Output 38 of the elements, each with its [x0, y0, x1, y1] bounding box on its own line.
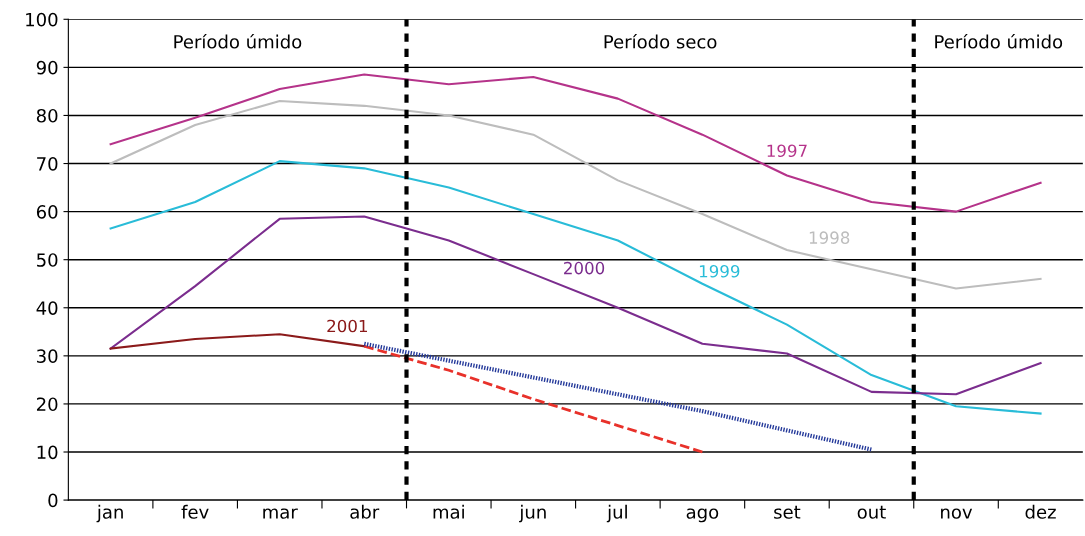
x-tick-label: ago — [686, 508, 719, 523]
x-tick-label: jan — [96, 504, 123, 523]
y-tick-label: 70 — [37, 156, 58, 171]
x-tick-label: out — [857, 505, 886, 519]
series-label: 1999 — [699, 264, 740, 278]
y-tick-label: 40 — [36, 301, 58, 315]
line-series — [109, 333, 366, 350]
annotation: Período seco — [604, 33, 717, 49]
line-series — [362, 344, 704, 454]
x-tick-label: set — [774, 505, 801, 519]
x-tick-label: jun — [519, 504, 546, 523]
y-tick-label: 10 — [37, 445, 58, 460]
y-tick-label: 80 — [36, 108, 58, 123]
y-tick-label: 0 — [48, 493, 58, 508]
series-label: 2001 — [327, 319, 367, 333]
x-tick-label: dez — [1025, 504, 1056, 519]
y-tick-label: 100 — [26, 12, 58, 27]
y-tick-label: 20 — [36, 397, 58, 412]
x-tick-label: nov — [941, 508, 973, 519]
line-series — [362, 341, 874, 452]
x-tick-label: mar — [263, 508, 298, 519]
line-series — [109, 215, 1042, 396]
x-tick-label: abr — [350, 504, 380, 519]
series-label: 2000 — [564, 261, 605, 275]
y-tick-label: 50 — [37, 253, 58, 267]
series-label: 1997 — [767, 144, 807, 158]
x-tick-label: mai — [433, 504, 464, 519]
x-tick-label: fev — [181, 504, 209, 519]
y-tick-label: 90 — [36, 60, 58, 75]
y-tick-label: 30 — [37, 349, 58, 363]
series-label: 1998 — [809, 231, 850, 244]
line-series — [109, 160, 1042, 415]
annotation: Período úmido — [935, 33, 1063, 49]
annotation: Período úmido — [174, 33, 302, 49]
y-tick-label: 60 — [36, 205, 58, 219]
x-tick-label: jul — [606, 504, 627, 523]
line-series — [109, 99, 1042, 290]
line-series — [109, 73, 1042, 213]
